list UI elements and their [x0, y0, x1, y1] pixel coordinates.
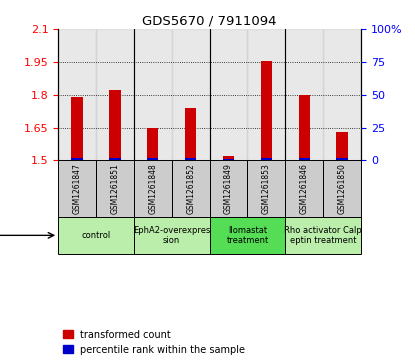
Bar: [247, 29, 285, 160]
Bar: [337, 132, 348, 160]
Bar: [172, 160, 210, 217]
Text: GSM1261850: GSM1261850: [338, 163, 347, 214]
Bar: [337, 158, 348, 160]
Bar: [58, 217, 134, 254]
Text: GSM1261847: GSM1261847: [73, 163, 81, 214]
Bar: [261, 158, 272, 160]
Text: control: control: [81, 231, 110, 240]
Bar: [298, 95, 310, 160]
Bar: [298, 158, 310, 160]
Bar: [286, 217, 361, 254]
Bar: [134, 29, 172, 160]
Bar: [71, 158, 83, 160]
Bar: [261, 61, 272, 160]
Bar: [223, 156, 234, 160]
Bar: [210, 29, 247, 160]
Bar: [185, 158, 196, 160]
Text: EphA2-overexpres
sion: EphA2-overexpres sion: [133, 226, 210, 245]
Bar: [210, 160, 247, 217]
Bar: [71, 97, 83, 160]
Text: GSM1261849: GSM1261849: [224, 163, 233, 214]
Bar: [147, 127, 159, 160]
Bar: [286, 160, 323, 217]
Bar: [286, 29, 323, 160]
Text: llomastat
treatment: llomastat treatment: [226, 226, 269, 245]
Bar: [172, 29, 210, 160]
Bar: [109, 158, 121, 160]
Bar: [96, 160, 134, 217]
Bar: [58, 160, 96, 217]
Bar: [247, 160, 285, 217]
Text: GSM1261851: GSM1261851: [110, 163, 120, 214]
Bar: [323, 160, 361, 217]
Text: GSM1261846: GSM1261846: [300, 163, 309, 214]
Bar: [134, 217, 210, 254]
Bar: [134, 160, 172, 217]
Bar: [147, 158, 159, 160]
Text: GSM1261848: GSM1261848: [148, 163, 157, 214]
Text: GSM1261853: GSM1261853: [262, 163, 271, 214]
Title: GDS5670 / 7911094: GDS5670 / 7911094: [142, 15, 277, 28]
Text: GSM1261852: GSM1261852: [186, 163, 195, 214]
Bar: [223, 159, 234, 160]
Bar: [109, 90, 121, 160]
Bar: [96, 29, 134, 160]
Text: Rho activator Calp
eptin treatment: Rho activator Calp eptin treatment: [284, 226, 362, 245]
Bar: [210, 217, 286, 254]
Bar: [185, 108, 196, 160]
Bar: [323, 29, 361, 160]
Legend: transformed count, percentile rank within the sample: transformed count, percentile rank withi…: [63, 330, 245, 355]
Bar: [58, 29, 96, 160]
